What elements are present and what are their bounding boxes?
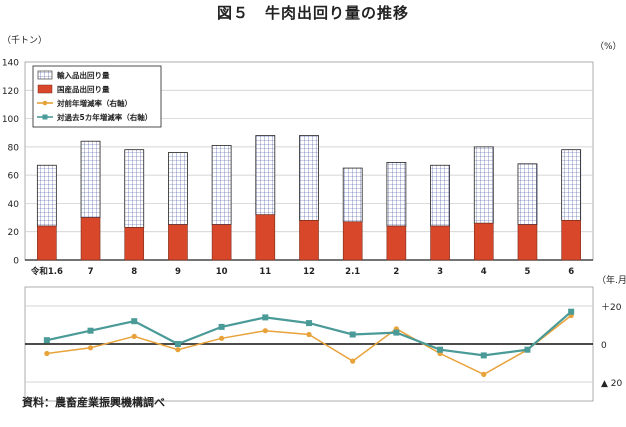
legend-label: 対過去5カ年増減率（右軸）: [56, 112, 152, 122]
data-point: [131, 333, 137, 339]
bar-imported: [80, 140, 101, 218]
y-tick-label: 20: [8, 228, 20, 238]
bar-domestic: [386, 225, 407, 261]
bar-imported: [124, 149, 145, 228]
bar-imported: [255, 135, 276, 216]
x-tick-label: 令和1.6: [30, 266, 63, 277]
y-right-unit-label: （%）: [595, 41, 622, 52]
bar-imported: [561, 149, 582, 221]
data-point: [481, 371, 487, 377]
y-tick-label: 120: [2, 87, 19, 97]
bar-imported: [168, 152, 188, 226]
y-tick-label: 140: [2, 59, 19, 69]
data-point: [218, 323, 225, 330]
y-tick-label: 100: [2, 115, 19, 125]
x-tick-label: 8: [131, 267, 137, 277]
legend-label: 国産品出回り量: [57, 84, 110, 94]
data-point: [437, 346, 444, 353]
bar-domestic: [255, 214, 276, 261]
data-point: [175, 347, 181, 353]
data-point: [393, 329, 400, 336]
bar-domestic: [430, 225, 450, 261]
x-tick-label: 2: [393, 267, 399, 277]
data-point: [44, 350, 50, 357]
x-tick-label: 10: [216, 267, 228, 277]
legend-marker: [42, 100, 48, 106]
data-point: [568, 308, 575, 315]
data-point: [262, 328, 268, 334]
y-tick-label: 0: [13, 257, 19, 267]
bar-domestic: [168, 224, 188, 261]
data-point: [480, 352, 487, 359]
x-tick-label: 3: [437, 267, 443, 277]
x-tick-label: 11: [259, 267, 271, 277]
x-tick-label: 7: [88, 267, 94, 277]
bar-imported: [430, 164, 450, 227]
bar-chart: 0 20 40 60 80 100 120 140 （千トン） （年.月） 令和1.6 7 8 9 10 11…: [2, 35, 626, 286]
bar-domestic: [473, 222, 494, 261]
x-tick-label: 4: [481, 267, 487, 277]
x-tick-label: 6: [568, 267, 574, 277]
x-tick-label: 5: [525, 267, 531, 277]
bar-domestic: [517, 224, 538, 261]
bar-domestic: [124, 227, 145, 261]
chart-title: 図５ 牛肉出回り量の推移: [216, 4, 409, 22]
bar-domestic: [37, 225, 57, 261]
bar-domestic: [299, 220, 319, 261]
bar-imported: [299, 135, 319, 221]
line-chart: ＋20 0 ▲ 20: [24, 286, 623, 402]
x-tick-label: 2.1: [345, 267, 360, 277]
y-right-tick-label: ▲ 20: [601, 379, 623, 389]
bar-domestic: [342, 221, 363, 261]
y-tick-label: 80: [8, 143, 20, 153]
bar-imported: [342, 167, 363, 223]
data-point: [306, 320, 312, 327]
legend-box: [32, 65, 162, 128]
y-right-tick-label: ＋20: [601, 302, 622, 313]
data-point: [131, 318, 138, 325]
data-point: [87, 345, 94, 351]
data-point: [350, 358, 356, 364]
data-point: [262, 314, 269, 321]
y-tick-label: 60: [8, 172, 20, 182]
data-point: [524, 346, 531, 353]
bar-imported: [386, 162, 407, 227]
x-tick-label: 9: [175, 267, 181, 277]
legend-swatch: [37, 70, 53, 80]
bar-imported: [473, 146, 494, 224]
data-point: [349, 331, 356, 338]
legend-marker: [42, 114, 48, 120]
bar-domestic: [211, 224, 232, 261]
y-tick-label: 40: [8, 200, 20, 210]
bar-domestic: [561, 220, 581, 261]
data-point: [174, 341, 181, 347]
source-note: 資料：農畜産業振興機構調べ: [22, 396, 165, 409]
legend-swatch: [37, 84, 53, 94]
data-point: [43, 337, 50, 344]
data-point: [219, 335, 225, 341]
x-tick-label: 12: [303, 267, 315, 277]
bar-imported: [211, 145, 232, 226]
data-point: [87, 327, 94, 334]
legend-label: 対前年増減率（右軸）: [56, 98, 132, 108]
data-point: [306, 331, 312, 338]
bar-imported: [36, 164, 57, 227]
bar-imported: [517, 163, 538, 226]
x-axis-unit-label: （年.月）: [597, 274, 626, 286]
y-axis-unit-label: （千トン）: [2, 35, 47, 46]
bar-domestic: [80, 217, 101, 261]
y-right-tick-label: 0: [601, 341, 607, 351]
legend-label: 輸入品出回り量: [57, 70, 110, 80]
